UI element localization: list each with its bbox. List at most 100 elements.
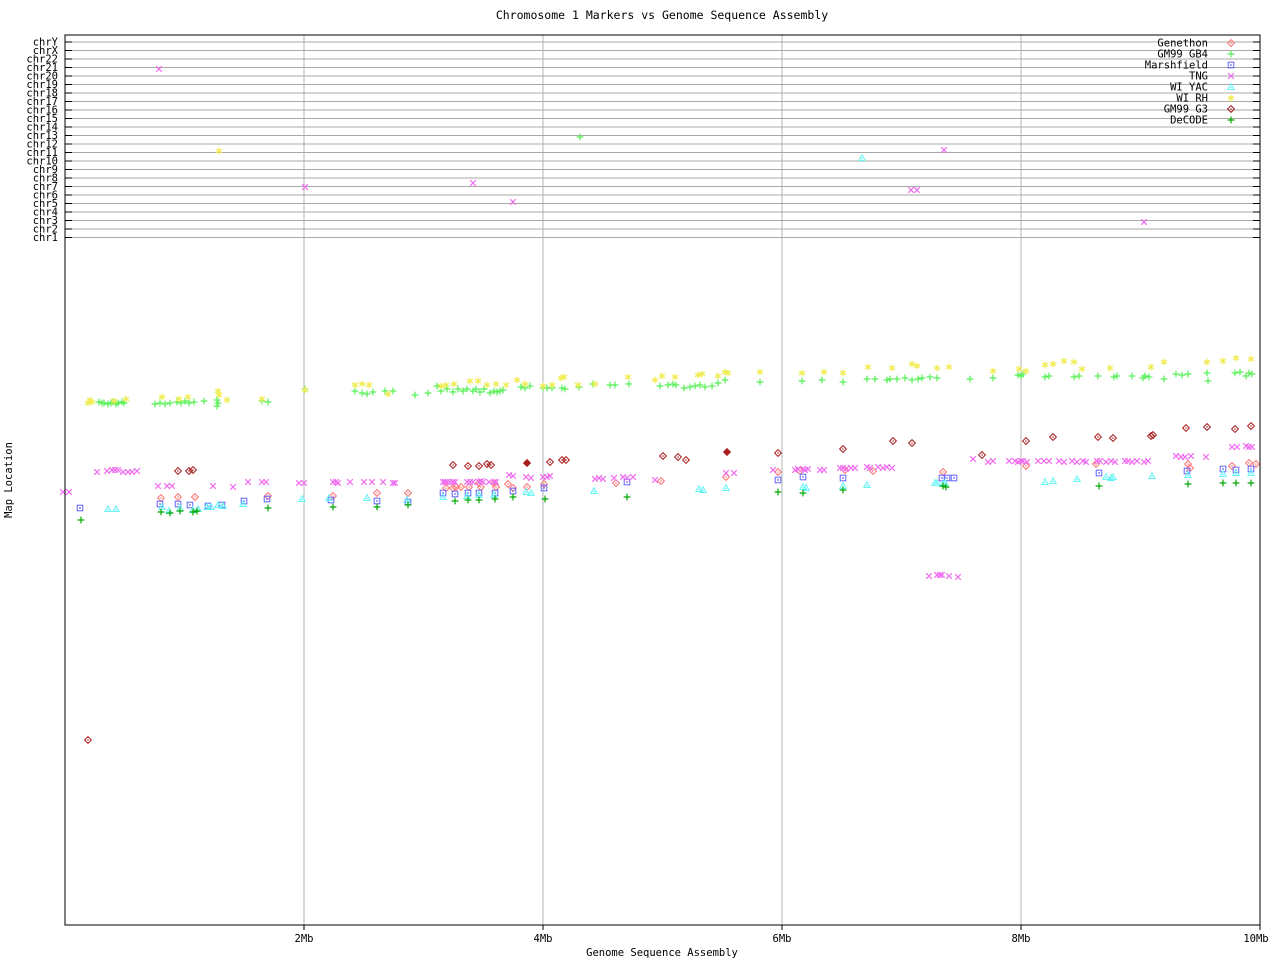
- data-point-gm99-gb4: [358, 389, 366, 397]
- data-point-tng: [1005, 457, 1013, 465]
- data-point-gm99-gb4: [883, 376, 891, 384]
- legend-entry-genethon: Genethon: [1157, 38, 1236, 50]
- chromosome-label: chr5: [33, 198, 58, 210]
- data-point-gm99-gb4: [490, 387, 498, 395]
- data-point-wi-rh: [1147, 363, 1155, 371]
- data-point-genethon: [1227, 461, 1237, 471]
- data-point-decode: [799, 489, 807, 497]
- data-point-gm99-gb4: [908, 376, 916, 384]
- data-point-tng: [108, 466, 116, 474]
- data-point-gm99-gb4: [1141, 372, 1149, 380]
- data-point-gm99-g3: [773, 448, 783, 458]
- data-point-decode: [1184, 480, 1192, 488]
- data-point-tng: [969, 455, 977, 463]
- data-point-gm99-gb4: [1203, 369, 1211, 377]
- data-point-genethon: [173, 492, 183, 502]
- data-point-gm99-gb4: [190, 398, 198, 406]
- data-point-wi-rh: [110, 397, 118, 405]
- data-point-decode: [157, 508, 165, 516]
- data-point-tng: [463, 478, 471, 486]
- data-point-wi-rh: [1203, 358, 1211, 366]
- data-point-gm99-gb4: [1178, 371, 1186, 379]
- data-point-wi-rh: [820, 368, 828, 376]
- data-point-tng: [469, 179, 477, 187]
- data-point-wi-yac: [801, 483, 811, 492]
- data-point-wi-yac: [438, 492, 448, 501]
- data-point-tng: [1202, 453, 1210, 461]
- data-point-tng: [804, 465, 812, 473]
- data-point-gm99-gb4: [104, 400, 112, 408]
- data-point-tng: [446, 478, 454, 486]
- legend-label-gm99-g3: GM99 G3: [1164, 104, 1208, 116]
- data-point-decode: [193, 507, 201, 515]
- data-point-gm99-gb4: [714, 379, 722, 387]
- data-point-gm99-g3: [448, 460, 458, 470]
- data-point-tng: [629, 473, 637, 481]
- data-point-tng: [479, 478, 487, 486]
- data-point-wi-rh: [548, 381, 556, 389]
- legend-marker-gm99-g3: [1226, 104, 1236, 114]
- data-point-tng: [451, 478, 459, 486]
- data-point-gm99-g3: [474, 461, 484, 471]
- data-point-marshfield: [943, 474, 951, 482]
- data-point-gm99-gb4: [1113, 372, 1121, 380]
- data-point-wi-rh: [158, 393, 166, 401]
- data-point-gm99-g3: [907, 438, 917, 448]
- data-point-wi-rh: [442, 381, 450, 389]
- data-point-gm99-gb4: [625, 380, 633, 388]
- data-point-wi-rh: [574, 381, 582, 389]
- data-point-wi-yac: [103, 504, 113, 513]
- data-point-wi-rh: [591, 380, 599, 388]
- data-point-gm99-gb4: [213, 402, 221, 410]
- data-point-gm99-gb4: [989, 374, 997, 382]
- data-point-decode: [264, 504, 272, 512]
- x-tick-label: 10Mb: [1243, 933, 1268, 945]
- data-point-gm99-gb4: [901, 374, 909, 382]
- data-point-marshfield: [839, 474, 847, 482]
- chromosome-label: chr8: [33, 173, 58, 185]
- chromosome-label: chr21: [26, 62, 58, 74]
- data-point-wi-rh: [694, 371, 702, 379]
- data-point-wi-rh: [521, 380, 529, 388]
- data-point-wi-rh: [1078, 365, 1086, 373]
- data-point-decode: [1219, 479, 1227, 487]
- data-point-gm99-gb4: [672, 381, 680, 389]
- data-point-tng: [505, 471, 513, 479]
- data-point-wi-rh: [864, 363, 872, 371]
- data-point-tng: [938, 571, 946, 579]
- data-point-decode: [475, 496, 483, 504]
- data-point-decode: [176, 507, 184, 515]
- data-point-tng: [1068, 457, 1076, 465]
- legend-label-decode: DeCODE: [1170, 115, 1208, 127]
- data-point-tng: [111, 466, 119, 474]
- data-point-gm99-gb4: [463, 385, 471, 393]
- data-point-wi-rh: [560, 373, 568, 381]
- data-point-decode: [491, 495, 499, 503]
- data-point-wi-rh: [756, 368, 764, 376]
- data-point-marshfield: [76, 504, 84, 512]
- data-point-marshfield: [373, 497, 381, 505]
- chart-title: Chromosome 1 Markers vs Genome Sequence …: [496, 8, 828, 22]
- data-point-tng: [623, 474, 631, 482]
- data-point-wi-yac: [932, 478, 942, 487]
- data-point-tng: [389, 479, 397, 487]
- data-point-tng: [879, 464, 887, 472]
- data-point-gm99-gb4: [914, 375, 922, 383]
- legend-marker-wi-yac: [1226, 82, 1236, 91]
- data-point-gm99-gb4: [1184, 370, 1192, 378]
- data-point-gm99-gb4: [517, 383, 525, 391]
- data-point-marshfield: [938, 474, 946, 482]
- data-point-tng: [103, 467, 111, 475]
- data-point-tng: [168, 482, 176, 490]
- data-point-wi-yac: [862, 480, 872, 489]
- data-point-gm99-gb4: [381, 387, 389, 395]
- data-point-genethon: [522, 482, 532, 492]
- data-point-gm99-gb4: [1172, 370, 1180, 378]
- data-point-marshfield: [174, 500, 182, 508]
- data-point-genethon: [503, 479, 513, 489]
- data-point-marshfield: [950, 474, 958, 482]
- data-point-wi-rh: [502, 381, 510, 389]
- data-point-gm99-gb4: [95, 398, 103, 406]
- data-point-gm99-gb4: [576, 133, 584, 141]
- data-point-tng: [1060, 458, 1068, 466]
